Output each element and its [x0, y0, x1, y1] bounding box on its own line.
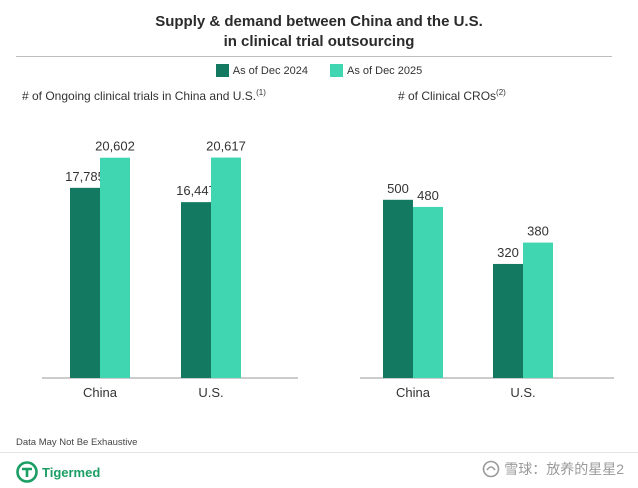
right-chart-title-text: # of Clinical CROs — [398, 89, 497, 103]
left-chart-bar-us-2024 — [181, 202, 211, 378]
watermark: 雪球：放养的星星2 — [482, 459, 624, 479]
legend: As of Dec 2024 As of Dec 2025 — [0, 64, 638, 77]
right-chart-data-label: 500 — [387, 181, 409, 196]
left-chart-title-text: # of Ongoing clinical trials in China an… — [22, 89, 257, 103]
tigermed-logo: Tigermed — [16, 461, 100, 483]
legend-item-2024: As of Dec 2024 — [215, 64, 308, 77]
left-chart-category-label: U.S. — [198, 385, 223, 400]
left-chart-bar-china-2024 — [70, 187, 100, 378]
footnote: Data May Not Be Exhaustive — [16, 437, 138, 448]
right-chart-data-label: 320 — [497, 245, 519, 260]
tigermed-logo-icon — [16, 461, 38, 483]
legend-swatch-2025 — [330, 64, 343, 77]
logo-text: Tigermed — [42, 464, 101, 480]
legend-swatch-2024 — [215, 64, 229, 77]
footer-divider — [0, 452, 638, 453]
title-divider — [16, 56, 612, 57]
right-chart-bar-china-2024 — [383, 199, 413, 378]
chart-title: Supply & demand between China and the U.… — [0, 12, 638, 52]
right-chart-data-label: 480 — [417, 188, 439, 203]
right-chart-bar-us-2025 — [523, 242, 553, 378]
legend-item-2025: As of Dec 2025 — [330, 64, 422, 77]
right-bar-chart: 500 480 China 320 380 U.S. — [360, 181, 614, 400]
title-line-2: in clinical trial outsourcing — [223, 33, 415, 50]
left-chart-bar-us-2025 — [211, 157, 241, 378]
left-bar-chart: 17,785 20,602 China 16,447 20,617 U.S. — [42, 139, 298, 400]
right-chart-bar-us-2024 — [493, 263, 523, 378]
left-chart-data-label: 16,447 — [176, 183, 216, 198]
left-chart-data-label: 20,602 — [95, 139, 135, 154]
right-chart-data-label: 380 — [527, 224, 549, 239]
left-chart-category-label: China — [83, 385, 118, 400]
right-chart-title-note: (2) — [496, 88, 506, 97]
snowball-icon — [482, 460, 500, 478]
left-chart-data-label: 17,785 — [65, 169, 105, 184]
right-chart-category-label: U.S. — [510, 385, 535, 400]
right-chart-bar-china-2025 — [413, 206, 443, 378]
right-chart-category-label: China — [396, 385, 431, 400]
watermark-text: 雪球：放养的星星2 — [504, 461, 624, 477]
left-chart-data-label: 20,617 — [206, 139, 246, 154]
left-chart-bar-china-2025 — [100, 157, 130, 378]
legend-label-2024: As of Dec 2024 — [232, 64, 308, 77]
left-chart-title-note: (1) — [256, 88, 266, 97]
right-chart-subtitle: # of Clinical CROs(2) — [398, 88, 506, 103]
legend-label-2025: As of Dec 2025 — [347, 64, 423, 77]
left-chart-subtitle: # of Ongoing clinical trials in China an… — [22, 88, 266, 103]
title-line-1: Supply & demand between China and the U.… — [155, 13, 483, 30]
